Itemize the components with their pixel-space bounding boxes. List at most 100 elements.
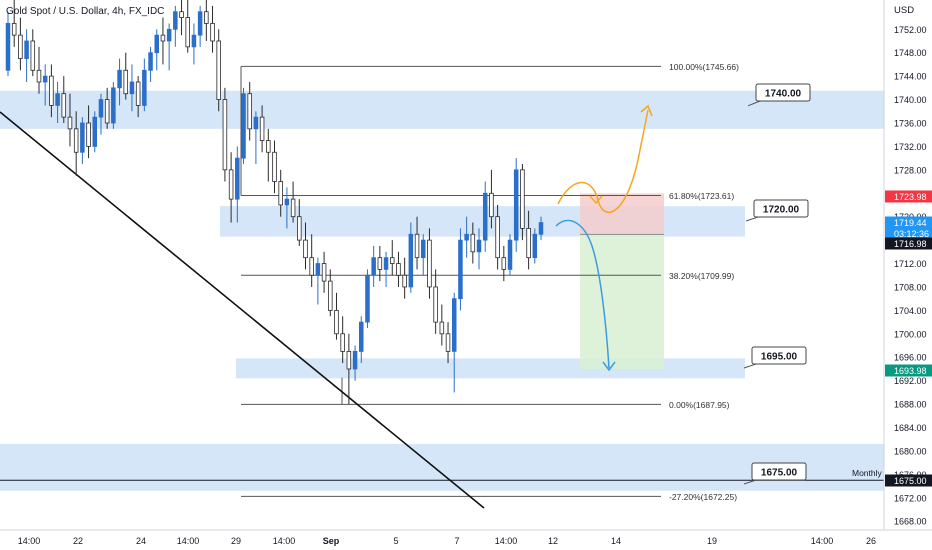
candle: [129, 64, 135, 112]
candle: [278, 169, 283, 217]
candle: [135, 76, 141, 118]
candle-body: [42, 75, 48, 83]
candle: [191, 23, 197, 65]
time-tick-label: 29: [231, 536, 241, 546]
candle-body: [235, 157, 240, 200]
candle: [427, 228, 432, 299]
price-tick-label: 1692.00: [894, 376, 927, 386]
candle-body: [408, 233, 414, 288]
candle: [328, 269, 333, 317]
candle-body: [129, 81, 135, 95]
candle: [359, 316, 364, 364]
time-tick-label: 14:00: [811, 536, 834, 546]
candle: [235, 146, 240, 223]
candle-body: [80, 122, 85, 153]
candle: [433, 269, 438, 334]
price-tag-label: 1675.00: [894, 476, 927, 486]
candle: [458, 228, 463, 311]
candle-body: [532, 233, 538, 259]
candle: [538, 216, 544, 241]
price-tag-black: 1716.98: [885, 237, 932, 250]
price-tag-label: 1719.44: [894, 218, 927, 228]
candle: [55, 81, 60, 123]
candle: [148, 46, 153, 82]
callout-box: [755, 83, 811, 102]
trendline-layer[interactable]: [0, 111, 485, 509]
callout-leader: [745, 216, 759, 222]
candle: [173, 5, 178, 47]
time-tick-label: 14:00: [177, 536, 200, 546]
candle: [247, 81, 252, 141]
candle: [495, 204, 500, 270]
candle-body: [290, 198, 296, 218]
candle-body: [427, 239, 432, 288]
time-tick-label: 14:00: [273, 536, 296, 546]
candle-body: [160, 34, 166, 42]
candle: [389, 240, 395, 276]
candle: [402, 257, 407, 299]
time-tick-label: 5: [393, 536, 398, 546]
price-tick-label: 1752.00: [894, 25, 927, 35]
candle: [321, 251, 327, 293]
candle-body: [464, 233, 469, 241]
candle: [117, 58, 122, 106]
bearish-projection-path: [555, 219, 610, 369]
candle: [445, 322, 451, 364]
zone-callout: 1740.00: [747, 83, 811, 107]
time-tick-label: 26: [866, 536, 876, 546]
candle: [142, 58, 147, 112]
candle-body: [321, 263, 327, 282]
fib-level-label: 0.00%(1687.95): [669, 400, 730, 410]
candle: [204, 0, 209, 41]
candle: [303, 222, 308, 270]
candle: [383, 251, 389, 287]
price-tag-label: 1693.98: [894, 366, 927, 376]
candle-body: [420, 239, 426, 259]
candle-body: [482, 192, 488, 241]
price-tick-label: 1700.00: [894, 329, 927, 339]
candle-body: [371, 257, 376, 276]
price-tag-label: 1723.98: [894, 192, 927, 202]
candle-body: [191, 34, 197, 48]
candle-body: [414, 233, 420, 259]
candle-body: [451, 298, 457, 352]
candle-body: [104, 99, 110, 124]
candle: [67, 93, 73, 147]
candle-body: [439, 321, 445, 335]
bearish-arrow-head: [602, 361, 616, 372]
candle: [513, 158, 519, 252]
candle: [482, 181, 488, 252]
candle: [216, 29, 221, 112]
candle-body: [154, 34, 160, 54]
candle: [309, 234, 314, 287]
candle: [228, 152, 234, 223]
short-position-tool[interactable]: [580, 193, 664, 370]
take-profit-area: [580, 234, 664, 370]
candle: [266, 128, 271, 182]
candle: [371, 245, 376, 287]
callout-leader: [743, 479, 757, 485]
callout-leader: [743, 363, 757, 369]
candle-body: [328, 280, 333, 311]
candle-body: [173, 11, 178, 30]
candle-body: [383, 257, 389, 270]
candle-body: [365, 274, 370, 323]
time-tick-label: 19: [707, 536, 717, 546]
monthly-label: Monthly: [852, 468, 883, 478]
candle-body: [476, 239, 482, 253]
zone-callouts: 1740.00 1720.00 1695.00 1675.00: [743, 83, 811, 485]
currency-label: USD: [894, 5, 914, 16]
candle-body: [179, 11, 184, 18]
candle: [365, 269, 370, 328]
candle-body: [526, 227, 531, 259]
zone-1740-00: [0, 90, 884, 129]
candle: [185, 0, 190, 53]
candle-body: [111, 87, 116, 124]
candle: [396, 251, 401, 287]
time-tick-label: 24: [136, 536, 146, 546]
time-axis[interactable]: 14:00 22 24 14:00 29 14:00 Sep 5 7 14:00 12 14 19 14:…: [18, 536, 876, 546]
candle-body: [309, 257, 314, 276]
callout-leader: [747, 100, 761, 107]
price-axis[interactable]: 1752.00 1748.00 1744.00 1740.00 1736.00 1732.…: [894, 25, 927, 527]
